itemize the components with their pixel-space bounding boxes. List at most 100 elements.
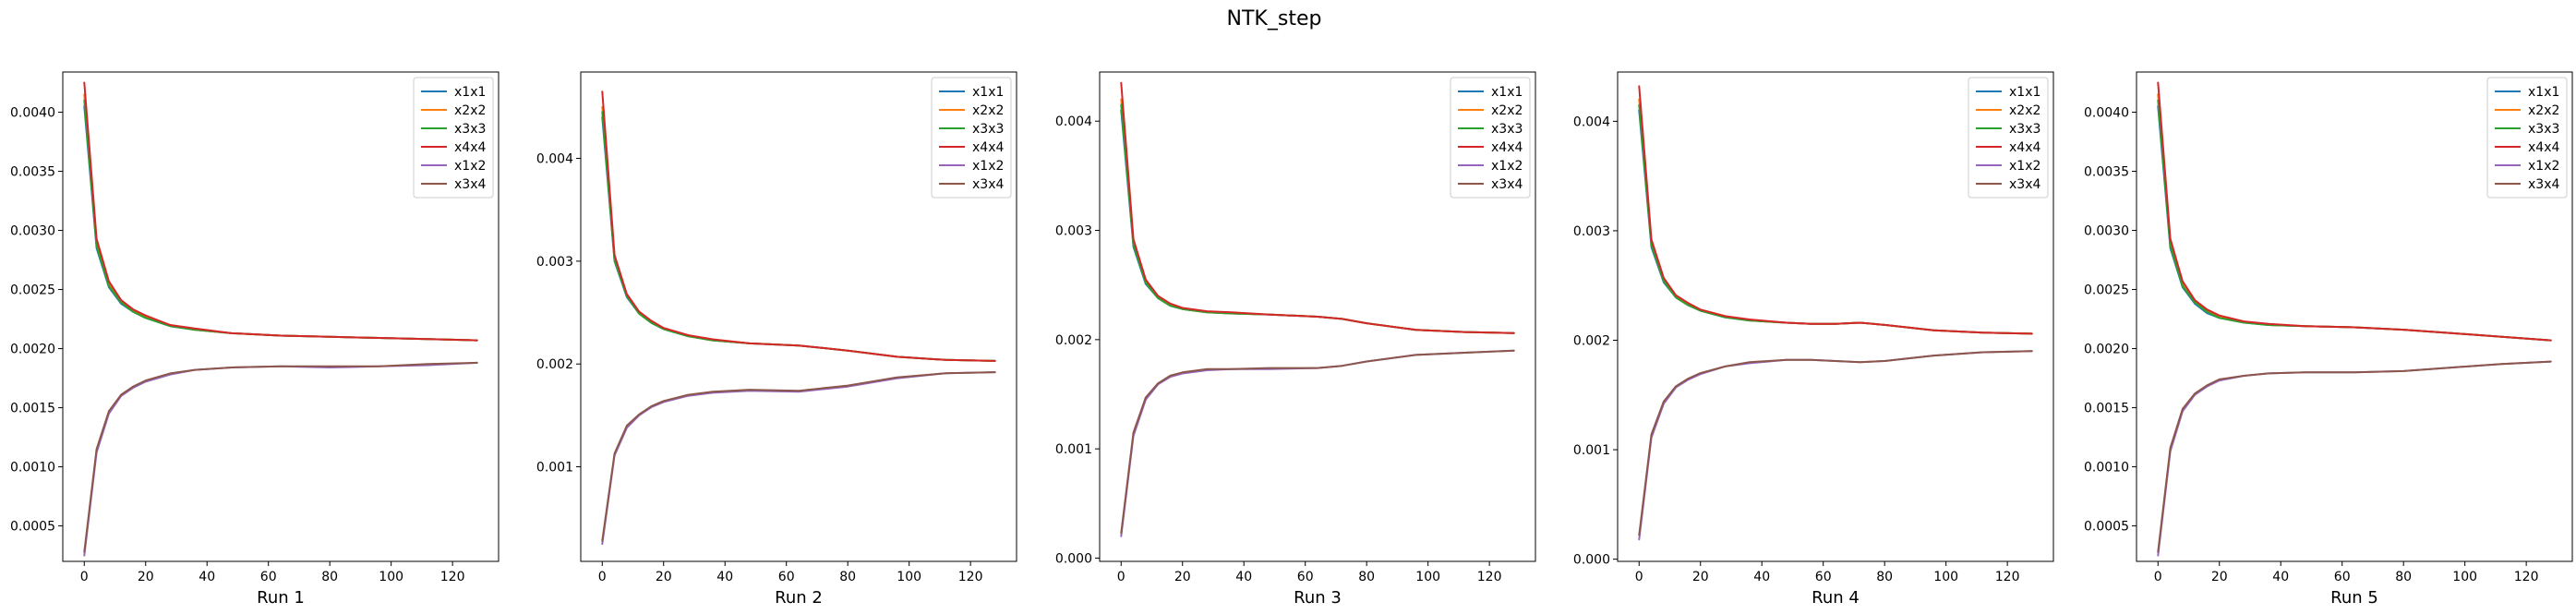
x-tick-label: 80 <box>839 570 856 584</box>
y-tick-label: 0.004 <box>1573 114 1610 129</box>
legend-label-x2x2: x2x2 <box>972 103 1004 118</box>
series-line-x4x4 <box>83 81 478 342</box>
legend-frame <box>2486 77 2568 199</box>
x-tick-label: 40 <box>199 570 215 584</box>
axes-frame <box>2136 71 2573 562</box>
y-tick-label: 0.000 <box>1055 551 1092 566</box>
x-tick-label: 40 <box>2272 570 2289 584</box>
legend-label-x1x1: x1x1 <box>1491 85 1523 100</box>
x-tick-label: 20 <box>1692 570 1709 584</box>
y-tick-label: 0.0015 <box>2084 402 2129 416</box>
legend-label-x1x2: x1x2 <box>454 159 486 174</box>
legend-label-x3x4: x3x4 <box>2009 177 2040 192</box>
x-tick-label: 40 <box>716 570 733 584</box>
legend-frame <box>931 77 1012 199</box>
figure-suptitle: NTK_step <box>1227 7 1322 30</box>
legend-label-x3x4: x3x4 <box>972 177 1004 192</box>
legend-label-x3x4: x3x4 <box>2528 177 2559 192</box>
y-tick-label: 0.003 <box>1573 224 1610 239</box>
legend-label-x1x2: x1x2 <box>2528 159 2559 174</box>
y-tick-label: 0.002 <box>1055 333 1092 348</box>
x-tick-label: 80 <box>1358 570 1375 584</box>
subplot-run-3: 0 20 40 60 80 100 120 0.000 0.001 0.002 0.003 0.004… <box>1055 71 1536 608</box>
legend-label-x4x4: x4x4 <box>2009 140 2040 155</box>
y-tick-label: 0.0035 <box>10 165 55 180</box>
x-tick-label: 60 <box>778 570 795 584</box>
y-tick-label: 0.0030 <box>2084 224 2129 239</box>
x-axis-label: Run 5 <box>2330 588 2378 608</box>
y-tick-label: 0.0025 <box>2084 283 2129 298</box>
legend-label-x4x4: x4x4 <box>2528 140 2559 155</box>
y-tick-label: 0.001 <box>536 461 573 476</box>
axes-frame <box>580 71 1017 562</box>
x-tick-label: 100 <box>379 570 403 584</box>
axes-frame <box>1617 71 2054 562</box>
legend-label-x3x3: x3x3 <box>1491 122 1523 137</box>
y-tick-label: 0.0005 <box>10 520 55 535</box>
axes-frame <box>62 71 500 562</box>
series-line-x3x4 <box>1638 350 2033 536</box>
legend-label-x2x2: x2x2 <box>2009 103 2040 118</box>
legend-label-x2x2: x2x2 <box>454 103 486 118</box>
legend-label-x3x3: x3x3 <box>454 122 486 137</box>
legend-label-x3x4: x3x4 <box>454 177 486 192</box>
series-line-x3x4 <box>601 371 996 542</box>
x-tick-label: 100 <box>897 570 921 584</box>
x-tick-label: 20 <box>2211 570 2228 584</box>
legend-label-x3x3: x3x3 <box>972 122 1004 137</box>
series-line-x4x4 <box>2157 81 2552 342</box>
legend-label-x2x2: x2x2 <box>1491 103 1523 118</box>
series-line-x3x4 <box>83 361 478 553</box>
y-tick-label: 0.0005 <box>2084 520 2129 535</box>
legend-label-x4x4: x4x4 <box>454 140 486 155</box>
x-tick-label: 20 <box>656 570 672 584</box>
y-tick-label: 0.003 <box>1055 224 1092 239</box>
legend-frame <box>1450 77 1531 199</box>
legend: x1x1 x2x2 x3x3 x4x4 x1x2 x3x4 <box>1968 77 2049 199</box>
subplot-run-5: 0 20 40 60 80 100 120 0.0005 0.0010 0.0015 0.0020 0… <box>2084 71 2573 608</box>
legend-label-x1x1: x1x1 <box>2528 85 2559 100</box>
subplot-run-2: 0 20 40 60 80 100 120 0.001 0.002 0.003 0.004 Run 2… <box>536 71 1017 608</box>
legend-label-x3x4: x3x4 <box>1491 177 1523 192</box>
x-tick-label: 0 <box>80 570 89 584</box>
x-tick-label: 100 <box>1415 570 1440 584</box>
series-line-x4x4 <box>601 90 996 362</box>
subplot-run-1: 0 20 40 60 80 100 120 0.0005 0.0010 0.0015 0.0020 0… <box>10 71 500 608</box>
y-tick-label: 0.004 <box>536 152 573 167</box>
y-tick-label: 0.002 <box>1573 333 1610 348</box>
x-tick-label: 80 <box>321 570 338 584</box>
x-tick-label: 120 <box>2514 570 2539 584</box>
legend-label-x4x4: x4x4 <box>1491 140 1523 155</box>
legend-label-x1x2: x1x2 <box>972 159 1004 174</box>
series-line-x4x4 <box>1120 81 1515 334</box>
y-tick-label: 0.001 <box>1573 443 1610 458</box>
y-tick-label: 0.003 <box>536 255 573 270</box>
legend: x1x1 x2x2 x3x3 x4x4 x1x2 x3x4 <box>931 77 1012 199</box>
subplots: 0 20 40 60 80 100 120 0.0005 0.001 0 0.0015 0.0020 0… <box>10 71 2573 608</box>
x-tick-label: 120 <box>1477 570 1502 584</box>
x-axis-label: Run 2 <box>775 588 823 608</box>
y-tick-label: 0.0015 <box>10 402 55 416</box>
x-tick-label: 120 <box>440 570 465 584</box>
legend-frame <box>413 77 494 199</box>
x-tick-label: 100 <box>2452 570 2477 584</box>
legend-label-x3x3: x3x3 <box>2009 122 2040 137</box>
legend: x1x1 x2x2 x3x3 x4x4 x1x2 x3x4 <box>413 77 494 199</box>
y-tick-label: 0.0020 <box>2084 343 2129 357</box>
y-tick-label: 0.002 <box>536 357 573 372</box>
legend: x1x1 x2x2 x3x3 x4x4 x1x2 x3x4 <box>2486 77 2568 199</box>
legend: x1x1 x2x2 x3x3 x4x4 x1x2 x3x4 <box>1450 77 1531 199</box>
x-tick-label: 60 <box>2334 570 2351 584</box>
x-tick-label: 60 <box>260 570 277 584</box>
y-tick-label: 0.004 <box>1055 114 1092 129</box>
y-tick-label: 0.0040 <box>2084 106 2129 121</box>
legend-frame <box>1968 77 2049 199</box>
x-tick-label: 20 <box>138 570 154 584</box>
y-tick-label: 0.001 <box>1055 442 1092 457</box>
x-tick-label: 60 <box>1815 570 1832 584</box>
series-line-x4x4 <box>1638 85 2033 335</box>
x-tick-label: 0 <box>1117 570 1125 584</box>
series-line-x1x2 <box>601 371 996 546</box>
